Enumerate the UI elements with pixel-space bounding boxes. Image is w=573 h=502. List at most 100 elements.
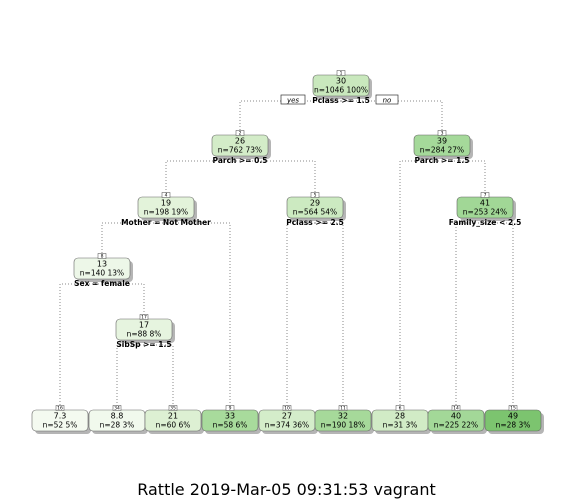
rattle-caption: Rattle 2019-Mar-05 09:31:53 vagrant [137,480,436,499]
node-id: 9 [229,405,232,411]
node-stats: n=52 5% [43,421,78,430]
node-id-box [480,192,490,198]
node-split-rule: Sex = female [74,279,130,288]
yes-label-box [280,94,306,105]
node-stats: n=1046 100% [314,86,368,95]
node-split-rule: Pclass >= 1.5 [312,96,370,105]
edge-label-layer: yes no [280,94,399,105]
node-stats: n=28 3% [496,421,531,430]
node-stats: n=60 6% [156,421,191,430]
node-id-box [235,130,245,136]
node-id: 5 [314,192,317,198]
node-stats: n=190 18% [321,421,365,430]
node-id-box [310,192,320,198]
edge-7-15 [485,222,514,410]
node-id: 10 [284,405,290,411]
node-id-box [338,405,348,411]
edge-8-17 [102,283,145,319]
node-stats: n=374 36% [265,421,309,430]
edge-17-35 [144,344,174,410]
node-value: 41 [480,199,490,208]
node-stats: n=225 22% [434,421,478,430]
node-value: 29 [310,199,320,208]
no-label-box [375,94,399,105]
node-id: 2 [239,130,242,136]
node-id: 11 [340,405,346,411]
node-stats: n=198 19% [144,208,188,217]
node-value: 17 [139,321,149,330]
node-value: 32 [338,412,348,421]
node-id-box [112,405,122,411]
node-id: 1 [340,70,343,76]
edge-3-7 [442,160,486,197]
node-value: 30 [336,77,346,86]
node-split-rule: Family_size < 2.5 [449,218,522,227]
edge-3-6 [399,160,442,410]
tree-node-16: 167.3n=52 5% [31,405,91,434]
edge-4-9 [166,222,231,410]
node-id-box [451,405,461,411]
node-split-rule: Parch >= 1.5 [415,156,470,165]
node-id: 15 [510,405,516,411]
node-id-box [168,405,178,411]
node-value: 33 [225,412,235,421]
node-value: 49 [508,412,518,421]
edge-5-10 [286,222,315,410]
node-id: 16 [57,405,63,411]
node-split-rule: Parch >= 0.5 [213,156,268,165]
node-id-box [139,314,149,320]
node-id-box [225,405,235,411]
yes-label: yes [286,97,299,105]
node-id: 4 [165,192,168,198]
node-id-box [508,405,518,411]
node-stats: n=140 13% [80,269,124,278]
node-value: 19 [161,199,171,208]
edge-2-5 [240,160,316,197]
no-label: no [383,97,392,105]
node-value: 7.3 [54,412,67,421]
node-id: 35 [170,405,176,411]
node-id-box [336,70,346,76]
edges-layer [59,100,514,410]
node-id-box [161,192,171,198]
node-stats: n=762 73% [218,146,262,155]
node-id-box [282,405,292,411]
edge-17-34 [116,344,144,410]
node-stats: n=28 3% [100,421,135,430]
node-stats: n=253 24% [463,208,507,217]
node-value: 28 [395,412,405,421]
node-value: 27 [282,412,292,421]
node-id-box [55,405,65,411]
node-stats: n=31 3% [383,421,418,430]
node-split-rule: Mother = Not Mother [121,218,211,227]
node-value: 40 [451,412,461,421]
node-id: 17 [141,314,147,320]
edge-4-8 [101,222,166,258]
node-id: 8 [101,253,104,259]
edge-7-14 [455,222,485,410]
edge-5-11 [315,222,344,410]
node-id: 34 [114,405,120,411]
node-id: 14 [453,405,459,411]
node-stats: n=284 27% [420,146,464,155]
node-split-rule: Pclass >= 2.5 [286,218,344,227]
edge-8-16 [59,283,102,410]
node-id: 7 [484,192,487,198]
tree-node-34: 348.8n=28 3% [88,405,148,434]
node-value: 39 [437,137,447,146]
